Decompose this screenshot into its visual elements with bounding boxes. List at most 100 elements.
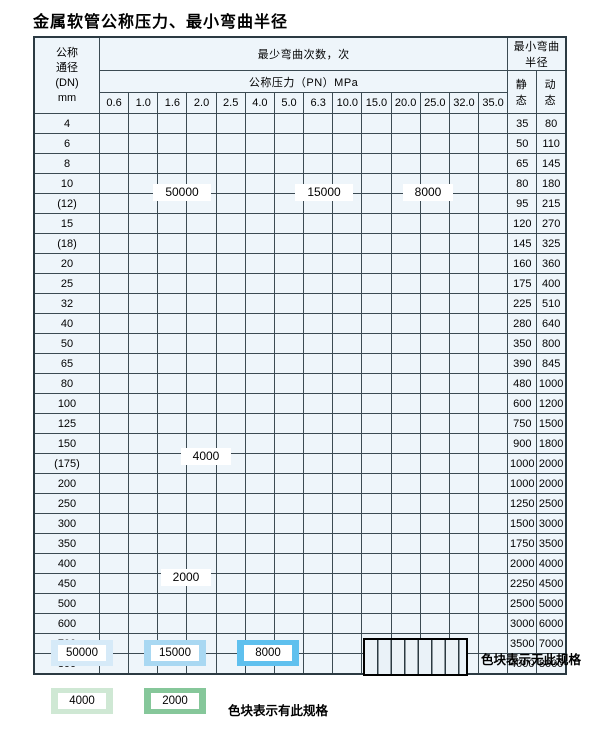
cell-radius-dynamic: 180 xyxy=(536,173,567,194)
cell-unavailable xyxy=(332,553,363,574)
cell-radius-static: 145 xyxy=(507,233,538,254)
table-row: 450 2250 4500 xyxy=(33,573,567,594)
cell-unavailable xyxy=(419,493,450,514)
header-pressure-tick: 6.3 xyxy=(303,92,334,114)
cell-available xyxy=(186,353,217,374)
cell-radius-static: 3000 xyxy=(507,613,538,634)
header-pressure-tick: 10.0 xyxy=(332,92,363,114)
cell-available xyxy=(98,453,130,474)
cell-available xyxy=(157,593,188,614)
cell-unavailable xyxy=(390,513,421,534)
cell-unavailable xyxy=(448,253,480,274)
cell-available xyxy=(215,513,246,534)
cell-radius-dynamic: 4500 xyxy=(536,573,567,594)
cell-dn: 50 xyxy=(33,333,100,354)
cell-radius-static: 1000 xyxy=(507,453,538,474)
cell-unavailable xyxy=(478,493,509,514)
cell-dn: 15 xyxy=(33,213,100,234)
cell-unavailable xyxy=(478,253,509,274)
cell-unavailable xyxy=(361,513,392,534)
cell-unavailable xyxy=(390,493,421,514)
legend-swatch-label: 4000 xyxy=(58,693,106,709)
cell-unavailable xyxy=(303,613,334,634)
cell-unavailable xyxy=(332,313,363,334)
cell-available xyxy=(157,413,188,434)
cell-unavailable xyxy=(448,613,480,634)
cell-available xyxy=(361,173,392,194)
cell-radius-static: 600 xyxy=(507,393,538,414)
cell-unavailable xyxy=(273,453,305,474)
cell-available xyxy=(128,533,159,554)
cell-available xyxy=(361,273,392,294)
header-pressure-tick: 2.0 xyxy=(186,92,217,114)
cell-unavailable xyxy=(244,573,275,594)
cell-available xyxy=(361,113,392,134)
cell-available xyxy=(244,513,275,534)
cell-available xyxy=(128,213,159,234)
cell-unavailable xyxy=(361,613,392,634)
cell-unavailable xyxy=(448,193,480,214)
cell-available xyxy=(157,453,188,474)
cell-radius-dynamic: 5000 xyxy=(536,593,567,614)
cell-available xyxy=(128,453,159,474)
cell-unavailable xyxy=(478,653,509,675)
cell-available xyxy=(303,253,334,274)
cell-available xyxy=(419,153,450,174)
cell-available xyxy=(98,533,130,554)
cell-available xyxy=(332,253,363,274)
cell-available xyxy=(128,413,159,434)
header-radius-dynamic: 动 态 xyxy=(536,70,567,114)
cell-unavailable xyxy=(273,553,305,574)
cell-available xyxy=(98,493,130,514)
cell-available xyxy=(244,373,275,394)
cell-available xyxy=(98,613,130,634)
cell-dn: 100 xyxy=(33,393,100,414)
cell-radius-dynamic: 8000 xyxy=(536,653,567,675)
cell-available xyxy=(186,253,217,274)
cell-available xyxy=(361,233,392,254)
cell-available xyxy=(303,293,334,314)
cell-unavailable xyxy=(419,273,450,294)
cell-unavailable xyxy=(419,513,450,534)
cell-unavailable xyxy=(303,353,334,374)
cell-available xyxy=(186,593,217,614)
legend-swatch: 8000 xyxy=(237,640,299,666)
cell-available xyxy=(215,213,246,234)
cell-unavailable xyxy=(303,393,334,414)
cell-unavailable xyxy=(448,353,480,374)
cell-available xyxy=(273,333,305,354)
cell-unavailable xyxy=(244,533,275,554)
cell-available xyxy=(98,433,130,454)
cell-available xyxy=(157,213,188,234)
cell-unavailable xyxy=(478,613,509,634)
cell-unavailable xyxy=(478,593,509,614)
cell-unavailable xyxy=(419,593,450,614)
cell-available xyxy=(244,433,275,454)
cell-available xyxy=(186,133,217,154)
cell-available xyxy=(332,133,363,154)
cell-available xyxy=(98,133,130,154)
cell-available xyxy=(98,113,130,134)
legend-swatch: 15000 xyxy=(144,640,206,666)
cell-unavailable xyxy=(448,213,480,234)
cell-available xyxy=(157,233,188,254)
cell-unavailable xyxy=(478,193,509,214)
cell-unavailable xyxy=(448,533,480,554)
table-row: 32 225 510 xyxy=(33,293,567,314)
cell-available xyxy=(157,493,188,514)
cell-available xyxy=(157,373,188,394)
cell-unavailable xyxy=(478,573,509,594)
cell-available xyxy=(186,553,217,574)
cell-available xyxy=(273,353,305,374)
legend-no-spec-label: 色块表示无此规格 xyxy=(481,652,582,667)
cell-unavailable xyxy=(390,473,421,494)
cell-radius-dynamic: 510 xyxy=(536,293,567,314)
cell-unavailable xyxy=(273,593,305,614)
cell-available xyxy=(215,153,246,174)
cell-dn: 500 xyxy=(33,593,100,614)
cell-radius-static: 2500 xyxy=(507,593,538,614)
cell-unavailable xyxy=(448,593,480,614)
cell-unavailable xyxy=(419,433,450,454)
cell-available xyxy=(244,393,275,414)
cell-unavailable xyxy=(361,573,392,594)
